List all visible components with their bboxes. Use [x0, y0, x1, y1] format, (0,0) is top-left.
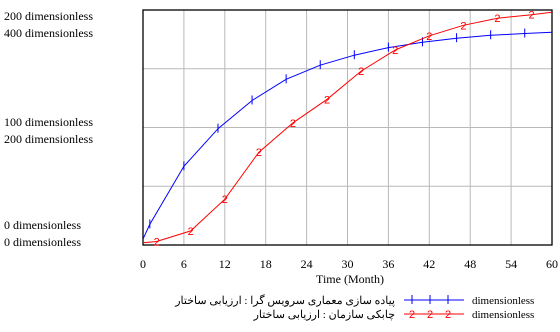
- legend-label: پیاده سازی معماری سرویس گرا : ارزیابی سا…: [174, 294, 395, 307]
- x-tick-label-5: 30: [342, 257, 354, 271]
- series-2-marker: 2: [256, 147, 262, 159]
- series-layer: 2 2 2 2 2 2 2 2 2 2 2 2: [142, 10, 553, 248]
- legend: پیاده سازی معماری سرویس گرا : ارزیابی سا…: [174, 294, 534, 321]
- y-label-top-1: 200 dimensionless: [4, 9, 93, 23]
- x-axis-title: Time (Month): [316, 272, 384, 286]
- x-tick-label-1: 6: [181, 257, 187, 271]
- x-tick-label-0: 0: [140, 257, 146, 271]
- legend-unit: dimensionless: [472, 309, 534, 321]
- legend-item-2: چابکی سازمان : ارزیابی ساختار 2 2 2 dimensio…: [253, 309, 535, 321]
- x-tick-label-10: 60: [546, 257, 558, 271]
- series-2: 2 2 2 2 2 2 2 2 2 2 2 2: [142, 10, 553, 248]
- series-2-marker: 2: [358, 66, 364, 78]
- series-2-marker: 2: [426, 31, 432, 43]
- series-2-marker: 2: [324, 94, 330, 106]
- x-tick-label-2: 12: [219, 257, 231, 271]
- legend-unit: dimensionless: [472, 295, 534, 307]
- x-tick-label-7: 42: [423, 257, 435, 271]
- y-axis-labels: 200 dimensionless 400 dimensionless 100 …: [4, 9, 93, 249]
- legend-marker: 2: [409, 309, 415, 321]
- plot-frame: [142, 9, 553, 246]
- series-2-marker: 2: [290, 118, 296, 130]
- x-axis-ticks: 0 6 12 18 24 30 36 42 48 54 60: [140, 257, 558, 271]
- series-2-marker: 2: [154, 236, 160, 248]
- series-2-marker: 2: [392, 45, 398, 57]
- y-label-mid-2: 200 dimensionless: [4, 132, 93, 146]
- series-1: [142, 28, 553, 240]
- series-2-marker: 2: [528, 10, 534, 22]
- series-2-marker: 2: [188, 226, 194, 238]
- x-tick-label-9: 54: [505, 257, 517, 271]
- y-label-mid-1: 100 dimensionless: [4, 115, 93, 129]
- series-2-line: [142, 11, 553, 244]
- y-label-top-2: 400 dimensionless: [4, 26, 93, 40]
- legend-marker: 2: [445, 309, 451, 321]
- legend-item-1: پیاده سازی معماری سرویس گرا : ارزیابی سا…: [174, 294, 534, 307]
- legend-label: چابکی سازمان : ارزیابی ساختار: [253, 309, 395, 321]
- series-2-marker: 2: [494, 13, 500, 25]
- series-2-marker: 2: [222, 194, 228, 206]
- series-2-marker: 2: [460, 20, 466, 32]
- y-label-bottom-2: 0 dimensionless: [4, 235, 81, 249]
- x-tick-label-3: 18: [260, 257, 272, 271]
- x-tick-label-6: 36: [382, 257, 394, 271]
- series-1-line: [142, 31, 553, 240]
- legend-marker: 2: [427, 309, 433, 321]
- x-tick-label-8: 48: [464, 257, 476, 271]
- grid: [143, 10, 552, 245]
- y-label-bottom-1: 0 dimensionless: [4, 218, 81, 232]
- x-tick-label-4: 24: [301, 257, 313, 271]
